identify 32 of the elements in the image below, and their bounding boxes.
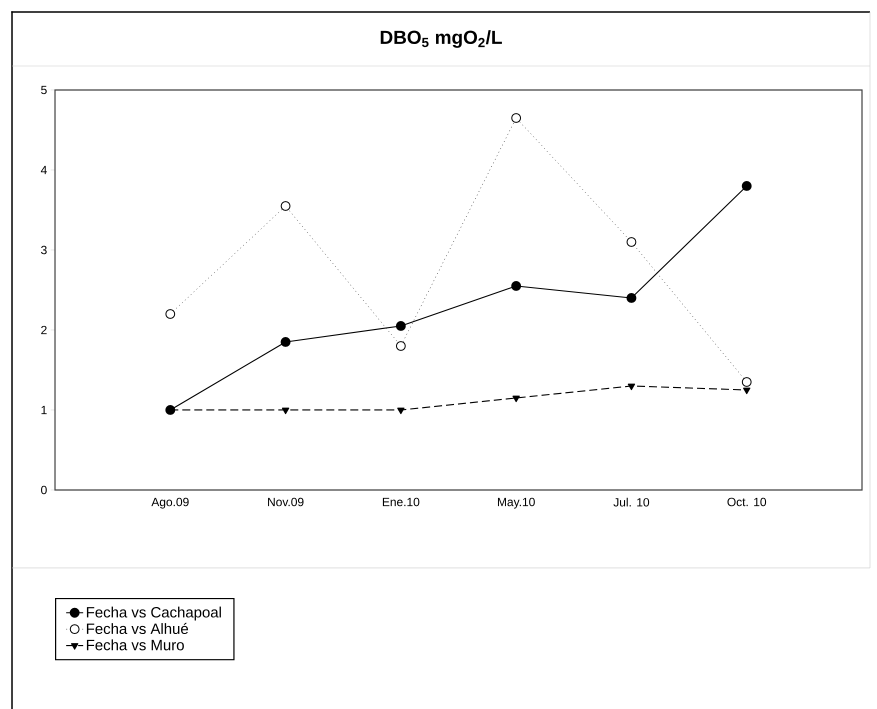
point [165,309,176,319]
point [282,408,290,414]
point [396,321,406,331]
point [511,113,522,123]
point [743,388,750,394]
y-tick-label: 4 [40,166,47,174]
point [626,293,636,303]
x-tick-label: May.10 [498,498,535,509]
y-tick-label: 3 [41,246,47,254]
chart-title: DBO$_{5}$ mgO$_{2}$/L [380,30,502,48]
legend-label: Fecha vs Alhué [86,622,188,634]
y-tick-label: 0 [41,486,47,494]
point [512,396,520,402]
legend-label: Fecha vs Muro [86,639,184,650]
point [280,201,290,211]
legend-label: Fecha vs Cachapoal [86,606,221,620]
point [396,341,406,351]
y-tick-label: 1 [41,406,47,414]
x-tick-label: Nov.09 [268,498,304,506]
x-tick-label: Ago.09 [151,498,189,509]
x-tick-label: Jul. 10 [613,498,650,507]
point [511,281,522,291]
y-tick-label: 5 [41,86,47,94]
point [397,408,405,414]
x-tick-label: Oct. 10 [727,498,766,506]
x-tick-label: Ene.10 [382,498,420,506]
point [280,337,291,347]
point [628,384,636,390]
point [742,377,752,387]
point [626,237,636,247]
y-tick-label: 2 [41,326,47,334]
point [742,181,752,191]
